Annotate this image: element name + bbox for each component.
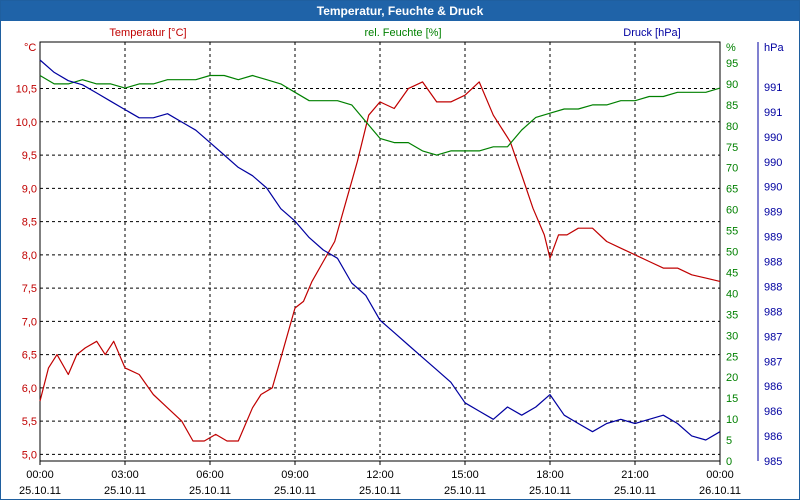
unit-pressure: hPa <box>764 42 784 54</box>
y-tick-humidity: 10 <box>726 414 738 426</box>
y-tick-pressure: 990 <box>764 157 782 169</box>
y-tick-humidity: 60 <box>726 205 738 217</box>
y-tick-humidity: 85 <box>726 100 738 112</box>
x-tick-date: 25.10.11 <box>444 485 486 497</box>
legend-humidity: rel. Feuchte [%] <box>364 27 441 39</box>
y-tick-humidity: 90 <box>726 79 738 91</box>
y-tick-temperature: 6,5 <box>22 350 37 362</box>
y-tick-pressure: 989 <box>764 232 782 244</box>
x-tick-time: 00:00 <box>26 469 54 481</box>
y-tick-pressure: 987 <box>764 331 782 343</box>
y-tick-humidity: 75 <box>726 142 738 154</box>
y-tick-temperature: 8,0 <box>22 250 37 262</box>
y-tick-temperature: 5,0 <box>22 449 37 461</box>
y-tick-humidity: 5 <box>726 435 732 447</box>
y-tick-humidity: 45 <box>726 267 738 279</box>
x-tick-time: 15:00 <box>451 469 479 481</box>
unit-humidity: % <box>726 42 736 54</box>
y-tick-pressure: 991 <box>764 107 782 119</box>
y-tick-temperature: 9,0 <box>22 183 37 195</box>
y-tick-pressure: 989 <box>764 207 782 219</box>
y-tick-temperature: 8,5 <box>22 217 37 229</box>
y-tick-temperature: 6,0 <box>22 383 37 395</box>
x-tick-date: 25.10.11 <box>614 485 656 497</box>
y-tick-temperature: 10,5 <box>16 84 37 96</box>
x-tick-time: 09:00 <box>281 469 309 481</box>
y-tick-humidity: 95 <box>726 58 738 70</box>
legend-pressure: Druck [hPa] <box>623 27 680 39</box>
y-tick-pressure: 986 <box>764 406 782 418</box>
y-tick-pressure: 988 <box>764 257 782 269</box>
x-tick-date: 25.10.11 <box>104 485 146 497</box>
series-line-temperature <box>39 81 721 442</box>
series-line-humidity <box>39 74 721 156</box>
x-tick-date: 25.10.11 <box>189 485 231 497</box>
x-tick-date: 25.10.11 <box>19 485 61 497</box>
x-tick-time: 12:00 <box>366 469 394 481</box>
unit-temperature: °C <box>24 42 36 54</box>
x-tick-date: 25.10.11 <box>529 485 571 497</box>
y-tick-humidity: 15 <box>726 393 738 405</box>
y-tick-humidity: 20 <box>726 372 738 384</box>
y-tick-humidity: 35 <box>726 309 738 321</box>
y-tick-pressure: 990 <box>764 132 782 144</box>
y-tick-pressure: 991 <box>764 82 782 94</box>
x-tick-time: 06:00 <box>196 469 224 481</box>
x-tick-time: 21:00 <box>621 469 649 481</box>
y-tick-pressure: 985 <box>764 456 782 468</box>
y-tick-temperature: 5,5 <box>22 416 37 428</box>
y-tick-humidity: 80 <box>726 121 738 133</box>
y-tick-pressure: 986 <box>764 381 782 393</box>
axes: 00:00 25.10.11 03:00 25.10.11 06:00 25.10.11 0… <box>16 27 785 497</box>
x-tick-date: 26.10.11 <box>699 485 741 497</box>
x-tick-time: 03:00 <box>111 469 139 481</box>
y-tick-humidity: 55 <box>726 226 738 238</box>
y-tick-pressure: 988 <box>764 306 782 318</box>
y-tick-humidity: 0 <box>726 456 732 468</box>
y-tick-humidity: 25 <box>726 351 738 363</box>
x-tick-time: 00:00 <box>706 469 734 481</box>
y-tick-humidity: 30 <box>726 330 738 342</box>
legend-temperature: Temperatur [°C] <box>109 27 186 39</box>
y-tick-temperature: 9,5 <box>22 150 37 162</box>
y-tick-temperature: 7,0 <box>22 316 37 328</box>
y-tick-humidity: 65 <box>726 184 738 196</box>
series-line-pressure <box>39 59 721 441</box>
series-layer <box>39 59 721 442</box>
x-tick-date: 25.10.11 <box>274 485 316 497</box>
y-tick-temperature: 10,0 <box>16 117 37 129</box>
y-tick-pressure: 988 <box>764 281 782 293</box>
y-tick-humidity: 70 <box>726 163 738 175</box>
grid <box>39 41 721 462</box>
y-tick-humidity: 40 <box>726 288 738 300</box>
y-tick-temperature: 7,5 <box>22 283 37 295</box>
y-tick-pressure: 990 <box>764 182 782 194</box>
x-tick-date: 25.10.11 <box>359 485 401 497</box>
window-title: Temperatur, Feuchte & Druck <box>1 1 799 21</box>
y-tick-pressure: 986 <box>764 431 782 443</box>
x-tick-time: 18:00 <box>536 469 564 481</box>
y-tick-humidity: 50 <box>726 247 738 259</box>
y-tick-pressure: 987 <box>764 356 782 368</box>
